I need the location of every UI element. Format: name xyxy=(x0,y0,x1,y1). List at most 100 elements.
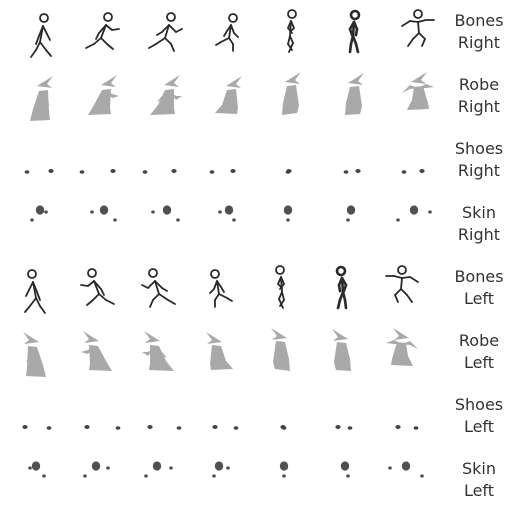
skin-right-frame xyxy=(316,192,380,256)
shoes-left-frame xyxy=(316,384,380,448)
shoes-left-frame xyxy=(378,384,442,448)
shoe-blob-icon xyxy=(395,425,419,430)
stick-figure-icon xyxy=(141,268,176,308)
shoes-right-frame xyxy=(68,128,132,192)
stick-figure-icon xyxy=(209,269,233,308)
wizard-robe-icon xyxy=(402,72,434,110)
shoes-right-frame xyxy=(130,128,194,192)
shoes-right-frame xyxy=(378,128,442,192)
skin-right-frame xyxy=(6,192,70,256)
wizard-robe-icon xyxy=(142,331,174,371)
row-label-line: Left xyxy=(463,481,495,500)
sprite-row-skin-left: Skin Left xyxy=(0,448,512,512)
shoe-blob-icon xyxy=(212,425,239,430)
sprite-row-shoes-left: Shoes Left xyxy=(0,384,512,448)
skin-blob-icon xyxy=(283,205,293,222)
skin-blob-icon xyxy=(279,461,289,478)
stick-figure-icon xyxy=(85,12,120,50)
wizard-robe-icon xyxy=(150,75,182,115)
skin-left-frame xyxy=(6,448,70,512)
row-label-line: Robe xyxy=(458,75,500,94)
stick-figure-icon xyxy=(385,265,419,303)
skin-blob-icon xyxy=(388,461,424,478)
robe-left-frame xyxy=(378,320,442,384)
shoes-left-frame xyxy=(254,384,318,448)
row-label-line: Bones xyxy=(454,11,504,30)
skin-blob-icon xyxy=(83,461,110,478)
stick-figure-icon xyxy=(275,265,285,309)
bones-left-frame xyxy=(378,256,442,320)
bones-left-frame xyxy=(254,256,318,320)
skin-left-frame xyxy=(192,448,256,512)
sprite-row-shoes-right: Shoes Right xyxy=(0,128,512,192)
row-label-skin-right: Skin Right xyxy=(446,192,512,256)
shoes-right-frame xyxy=(192,128,256,192)
bones-left-frame xyxy=(192,256,256,320)
wizard-robe-icon xyxy=(23,332,46,377)
robe-left-frame xyxy=(316,320,380,384)
row-label-skin-left: Skin Left xyxy=(446,448,512,512)
robe-left-frame xyxy=(254,320,318,384)
row-label-line: Robe xyxy=(458,331,500,350)
robe-right-frame xyxy=(68,64,132,128)
bones-right-frame xyxy=(6,0,70,64)
bones-right-frame xyxy=(130,0,194,64)
shoe-blob-icon xyxy=(335,425,353,430)
row-label-line: Right xyxy=(457,225,501,244)
stick-figure-icon xyxy=(30,13,52,58)
shoe-blob-icon xyxy=(84,425,121,430)
skin-blob-icon xyxy=(340,461,350,478)
skin-right-frame xyxy=(130,192,194,256)
sprite-row-bones-left: Bones Left xyxy=(0,256,512,320)
bones-right-frame xyxy=(68,0,132,64)
shoes-right-frame xyxy=(6,128,70,192)
skin-blob-icon xyxy=(144,461,173,478)
shoe-blob-icon xyxy=(142,169,177,174)
row-label-robe-left: Robe Left xyxy=(446,320,512,384)
robe-left-frame xyxy=(6,320,70,384)
stick-figure-icon xyxy=(148,12,183,52)
skin-blob-icon xyxy=(151,205,180,222)
wizard-robe-icon xyxy=(206,332,233,370)
row-label-line: Bones xyxy=(454,267,504,286)
wizard-robe-icon xyxy=(386,328,418,366)
skin-right-frame xyxy=(254,192,318,256)
skin-blob-icon xyxy=(346,205,356,222)
skin-right-frame xyxy=(192,192,256,256)
bones-right-frame xyxy=(192,0,256,64)
shoes-right-frame xyxy=(316,128,380,192)
row-label-shoes-left: Shoes Left xyxy=(446,384,512,448)
sprite-row-robe-right: Robe Right xyxy=(0,64,512,128)
stick-figure-icon xyxy=(24,269,46,314)
row-label-line: Left xyxy=(463,353,495,372)
robe-right-frame xyxy=(130,64,194,128)
stick-figure-icon xyxy=(401,9,435,47)
bones-left-frame xyxy=(316,256,380,320)
shoe-blob-icon xyxy=(285,169,292,174)
robe-left-frame xyxy=(68,320,132,384)
skin-blob-icon xyxy=(212,461,230,478)
shoe-blob-icon xyxy=(24,169,54,174)
bones-left-frame xyxy=(6,256,70,320)
wizard-robe-icon xyxy=(271,328,290,371)
robe-right-frame xyxy=(6,64,70,128)
stick-figure-icon xyxy=(215,13,239,52)
shoes-left-frame xyxy=(6,384,70,448)
robe-right-frame xyxy=(254,64,318,128)
sprite-row-skin-right: Skin Right xyxy=(0,192,512,256)
sprite-row-bones-right: Bones Right xyxy=(0,0,512,64)
shoe-blob-icon xyxy=(147,425,182,430)
shoe-blob-icon xyxy=(209,169,236,174)
skin-left-frame xyxy=(378,448,442,512)
row-label-bones-right: Bones Right xyxy=(446,0,512,64)
row-label-robe-right: Robe Right xyxy=(446,64,512,128)
row-label-line: Right xyxy=(457,161,501,180)
wizard-robe-icon xyxy=(81,331,112,371)
skin-blob-icon xyxy=(218,205,236,222)
wizard-robe-icon xyxy=(30,76,53,121)
row-label-bones-left: Bones Left xyxy=(446,256,512,320)
shoe-blob-icon xyxy=(280,425,287,430)
skin-left-frame xyxy=(68,448,132,512)
bones-right-frame xyxy=(378,0,442,64)
stick-figure-icon xyxy=(348,9,361,54)
